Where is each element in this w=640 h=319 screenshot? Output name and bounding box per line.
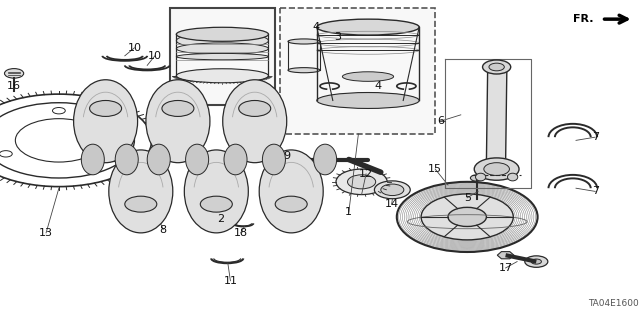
Text: 4: 4 [312, 22, 320, 32]
Ellipse shape [177, 33, 269, 49]
Ellipse shape [147, 144, 170, 175]
Text: 4: 4 [374, 81, 381, 91]
Ellipse shape [476, 173, 486, 181]
Ellipse shape [109, 150, 173, 233]
Text: 5: 5 [464, 193, 470, 203]
Circle shape [525, 256, 548, 267]
Text: 12: 12 [359, 169, 373, 179]
Circle shape [200, 196, 232, 212]
Ellipse shape [177, 54, 269, 60]
Ellipse shape [224, 144, 247, 175]
Ellipse shape [288, 68, 320, 73]
Bar [280, 8, 435, 134]
Ellipse shape [288, 39, 320, 44]
Ellipse shape [177, 69, 269, 83]
Circle shape [52, 108, 65, 114]
Ellipse shape [262, 144, 285, 175]
Circle shape [448, 207, 486, 226]
Circle shape [483, 60, 511, 74]
Ellipse shape [74, 80, 138, 163]
Circle shape [106, 151, 118, 157]
Circle shape [348, 175, 376, 189]
Ellipse shape [342, 72, 394, 81]
Circle shape [162, 100, 194, 116]
Text: 16: 16 [7, 81, 21, 91]
Ellipse shape [223, 80, 287, 163]
Circle shape [421, 194, 513, 240]
Circle shape [474, 158, 519, 180]
Ellipse shape [259, 150, 323, 233]
Ellipse shape [177, 43, 269, 54]
Ellipse shape [115, 144, 138, 175]
Circle shape [484, 163, 509, 175]
Text: 9: 9 [283, 151, 291, 161]
Ellipse shape [81, 144, 104, 175]
Text: 13: 13 [39, 228, 53, 238]
Text: 10: 10 [127, 43, 141, 53]
Circle shape [470, 175, 483, 181]
Circle shape [4, 69, 24, 78]
Ellipse shape [317, 93, 419, 108]
Ellipse shape [177, 27, 269, 41]
Ellipse shape [186, 144, 209, 175]
Circle shape [336, 169, 387, 195]
Circle shape [381, 184, 404, 196]
Text: 2: 2 [217, 213, 225, 224]
Ellipse shape [314, 144, 337, 175]
Polygon shape [486, 62, 507, 172]
Circle shape [90, 100, 122, 116]
Text: 17: 17 [499, 263, 513, 273]
Ellipse shape [146, 80, 210, 163]
Circle shape [531, 259, 541, 264]
Text: 3: 3 [334, 32, 340, 42]
Polygon shape [497, 252, 514, 259]
Text: 10: 10 [148, 51, 162, 61]
Text: FR.: FR. [573, 13, 594, 24]
Text: 1: 1 [346, 207, 352, 217]
Ellipse shape [184, 150, 248, 233]
Text: 8: 8 [159, 225, 167, 235]
Text: 7: 7 [591, 186, 599, 197]
Ellipse shape [317, 19, 419, 35]
Text: 11: 11 [223, 276, 237, 286]
Bar [170, 8, 275, 105]
Text: 6: 6 [437, 116, 444, 126]
Text: 14: 14 [385, 199, 399, 209]
Circle shape [275, 196, 307, 212]
Text: 18: 18 [234, 228, 248, 238]
Text: 7: 7 [591, 132, 599, 142]
Text: 15: 15 [428, 164, 442, 174]
Ellipse shape [508, 173, 518, 181]
Circle shape [0, 151, 12, 157]
Circle shape [239, 100, 271, 116]
Circle shape [374, 181, 410, 199]
Circle shape [125, 196, 157, 212]
Circle shape [489, 63, 504, 71]
Text: TA04E1600: TA04E1600 [588, 299, 639, 308]
